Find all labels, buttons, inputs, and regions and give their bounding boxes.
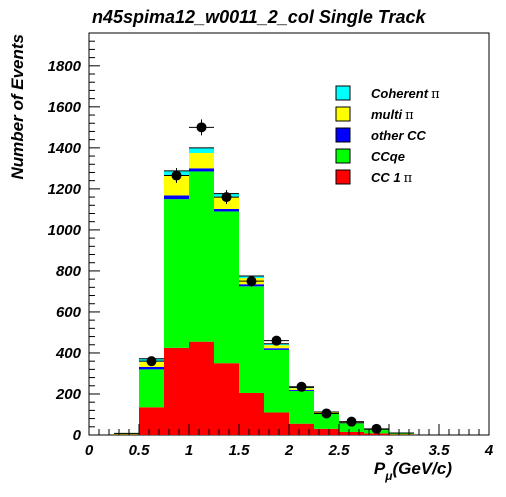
- x-tick-label: 0: [85, 442, 94, 459]
- bar-segment-ccqe: [289, 390, 314, 424]
- plot-area: 0 0.5 1 1.5 2 2.5 3 3.5 4 0 200 400 600 800 1000 1200 14…: [48, 32, 494, 459]
- legend-label: multi π: [371, 107, 414, 123]
- bar-segment-cc-1-: [289, 423, 314, 435]
- bar-segment-multi-: [189, 152, 214, 169]
- chart-title: n45spima12_w0011_2_col Single Track: [92, 7, 427, 27]
- bar-segment-ccqe: [339, 423, 364, 432]
- data-point: [321, 408, 332, 419]
- bar-segment-other-cc: [264, 348, 289, 350]
- x-tick-label: 3: [385, 442, 394, 459]
- y-tick-label: 1600: [48, 99, 82, 116]
- bar-segment-ccqe: [264, 349, 289, 413]
- y-tick-label: 0: [73, 427, 82, 444]
- bar-segment-cc-1-: [264, 412, 289, 435]
- legend-swatch: [335, 106, 351, 122]
- x-tick-label: 3.5: [429, 442, 451, 459]
- bar-segment-multi-: [264, 345, 289, 349]
- bar-segment-cc-1-: [364, 433, 389, 435]
- bar-segment-cc-1-: [239, 392, 264, 435]
- x-axis-label: Pμ(GeV/c): [374, 459, 452, 483]
- bar-segment-cc-1-: [114, 434, 139, 435]
- bar-segment-other-cc: [164, 195, 189, 200]
- bar-segment-multi-: [164, 175, 189, 196]
- y-axis-label: Number of Events: [8, 34, 27, 179]
- y-tick-label: 600: [56, 304, 82, 321]
- legend-swatch: [335, 148, 351, 164]
- y-tick-label: 1400: [48, 140, 82, 157]
- data-point: [221, 192, 232, 203]
- bar-segment-ccqe: [114, 433, 139, 435]
- data-point: [346, 416, 357, 427]
- y-tick-label: 200: [55, 386, 82, 403]
- bar-segment-cc-1-: [164, 347, 189, 435]
- x-axis-label-subscript: μ: [384, 469, 393, 483]
- bar-segment-cc-1-: [314, 428, 339, 435]
- data-point: [246, 276, 257, 287]
- bar-segment-ccqe: [164, 199, 189, 348]
- bar-segment-cc-1-: [139, 407, 164, 435]
- bar-segment-other-cc: [189, 168, 214, 172]
- y-tick-label: 1200: [48, 181, 82, 198]
- bar-segment-coherent-: [189, 147, 214, 153]
- data-point: [271, 335, 282, 346]
- y-tick-label: 800: [56, 263, 82, 280]
- bar-segment-ccqe: [189, 171, 214, 342]
- bar-segment-ccqe: [139, 369, 164, 408]
- legend-swatch: [335, 169, 351, 185]
- bar-segment-cc-1-: [214, 363, 239, 435]
- x-tick-label: 4: [484, 442, 494, 459]
- x-tick-label: 1: [185, 442, 193, 459]
- bar-segment-ccqe: [314, 413, 339, 429]
- bar-segment-cc-1-: [189, 341, 214, 435]
- y-tick-label: 400: [55, 345, 82, 362]
- legend-label: CCqe: [371, 149, 405, 164]
- data-point: [371, 423, 382, 434]
- bar-segment-cc-1-: [389, 434, 414, 435]
- bar-segment-cc-1-: [339, 431, 364, 435]
- bar-segment-ccqe: [214, 211, 239, 364]
- bar-segment-ccqe: [389, 432, 414, 435]
- legend-label: Coherent π: [371, 86, 440, 102]
- bar-segment-other-cc: [214, 208, 239, 212]
- legend-label: other CC: [371, 128, 427, 143]
- data-point: [171, 170, 182, 181]
- x-tick-label: 0.5: [129, 442, 151, 459]
- x-axis-label-unit: (GeV/c): [392, 459, 452, 478]
- legend-swatch: [335, 85, 351, 101]
- data-point: [146, 356, 157, 367]
- y-tick-label: 1800: [48, 58, 82, 75]
- x-axis-label-main: P: [374, 459, 386, 478]
- legend-swatch: [335, 127, 351, 143]
- x-tick-label: 2.5: [328, 442, 351, 459]
- bar-segment-other-cc: [139, 366, 164, 370]
- bar-segment-ccqe: [239, 286, 264, 393]
- y-tick-label: 1000: [48, 222, 82, 239]
- x-tick-label: 2: [284, 442, 294, 459]
- data-point: [296, 381, 307, 392]
- data-point: [196, 122, 207, 133]
- x-tick-label: 1.5: [229, 442, 251, 459]
